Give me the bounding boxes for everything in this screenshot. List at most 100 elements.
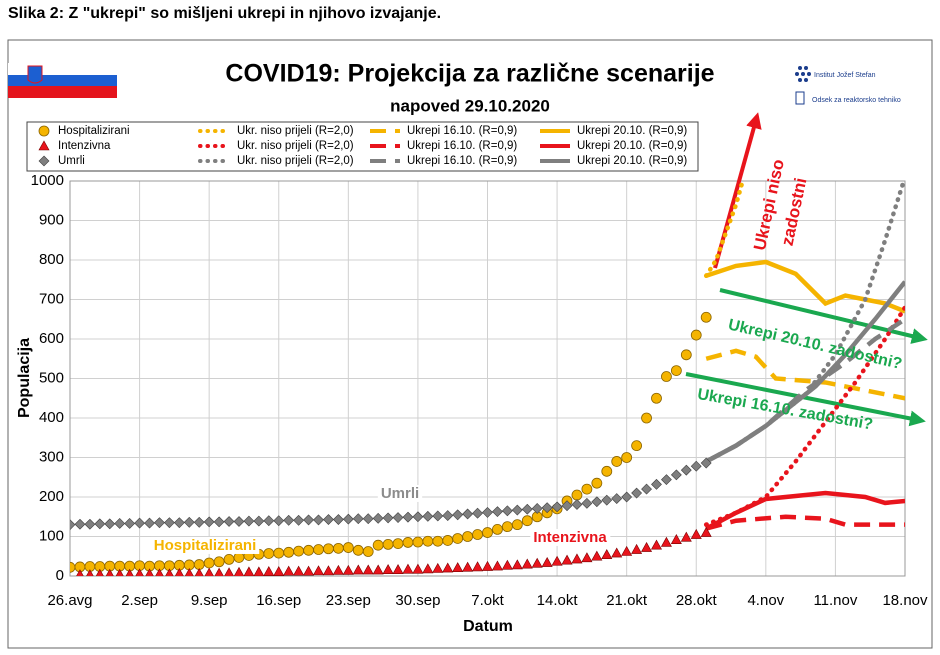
flag <box>8 63 117 98</box>
marker <box>263 548 275 559</box>
y-axis-title: Populacija <box>16 338 33 418</box>
y-tick-label: 1000 <box>31 172 64 189</box>
marker <box>273 566 285 576</box>
marker <box>621 491 633 503</box>
legend-label: Ukr. niso prijeli (R=2,0) <box>237 155 354 167</box>
marker <box>561 500 573 512</box>
x-tick-label: 18.nov <box>882 592 928 609</box>
marker <box>611 547 623 558</box>
marker <box>690 460 702 472</box>
marker <box>352 564 364 575</box>
x-tick-label: 7.okt <box>471 592 504 609</box>
marker <box>531 503 543 514</box>
projection-line <box>705 348 905 401</box>
marker <box>86 569 94 576</box>
annotation-bg <box>530 528 611 546</box>
y-tick-label: 200 <box>39 488 64 505</box>
marker <box>700 457 712 469</box>
marker <box>412 536 424 548</box>
marker <box>283 514 295 526</box>
marker <box>482 506 493 518</box>
marker <box>650 539 662 550</box>
marker <box>661 371 672 382</box>
marker <box>303 544 314 556</box>
marker <box>452 509 464 521</box>
annotation-bg <box>150 536 260 554</box>
x-tick-label: 30.sep <box>395 592 440 609</box>
annotation: Intenzivna <box>533 529 607 546</box>
marker <box>392 564 404 574</box>
marker <box>571 489 583 501</box>
y-tick-label: 600 <box>39 330 64 347</box>
legend-label: Ukrepi 20.10. (R=0,9) <box>577 155 687 167</box>
x-tick-label: 21.okt <box>606 592 648 609</box>
y-tick-label: 500 <box>39 369 64 386</box>
marker <box>322 565 334 576</box>
marker <box>70 561 76 573</box>
marker <box>402 537 414 548</box>
x-tick-label: 16.sep <box>256 592 301 609</box>
marker <box>293 545 305 557</box>
annotation: Ukrepi 20.10. zadostni? <box>727 316 904 373</box>
y-tick-label: 400 <box>39 409 64 426</box>
annotation-bg <box>377 484 423 502</box>
marker <box>551 555 563 566</box>
marker <box>571 553 583 564</box>
marker <box>501 559 513 570</box>
marker <box>165 568 174 576</box>
marker <box>74 518 86 530</box>
marker <box>342 542 354 553</box>
marker <box>145 568 154 576</box>
marker <box>680 349 692 361</box>
arrow <box>719 288 928 344</box>
marker <box>154 517 165 529</box>
marker <box>362 564 374 575</box>
chart-title: COVID19: Projekcija za različne scenarij… <box>225 60 714 88</box>
x-tick-label: 4.nov <box>747 592 784 609</box>
marker <box>621 545 633 556</box>
marker <box>452 533 464 544</box>
marker <box>492 506 503 518</box>
marker <box>641 412 652 424</box>
legend-label: Intenzivna <box>58 140 111 152</box>
marker <box>193 516 205 528</box>
x-tick-label: 2.sep <box>121 592 158 609</box>
x-tick-label: 26.avg <box>47 592 92 609</box>
marker <box>313 544 324 555</box>
marker <box>621 452 633 463</box>
marker <box>680 531 692 542</box>
marker <box>631 487 643 499</box>
marker <box>690 329 702 341</box>
marker <box>233 566 245 576</box>
institute-name: Institut Jožef Stefan <box>814 72 876 79</box>
marker <box>233 516 245 527</box>
marker <box>173 517 185 529</box>
marker <box>382 512 394 524</box>
legend-label: Umrli <box>58 155 85 167</box>
marker <box>273 547 285 559</box>
marker <box>422 535 434 547</box>
marker <box>183 516 195 528</box>
marker <box>651 478 662 490</box>
marker <box>323 543 334 555</box>
marker <box>204 567 214 576</box>
marker <box>402 511 414 523</box>
marker <box>491 560 503 571</box>
marker <box>253 515 265 527</box>
marker <box>293 565 305 576</box>
marker <box>511 504 523 516</box>
chart-frame <box>7 39 933 649</box>
marker <box>323 514 334 525</box>
marker <box>501 521 513 533</box>
x-tick-label: 9.sep <box>191 592 228 609</box>
marker <box>352 513 364 525</box>
legend-label: Ukrepi 16.10. (R=0,9) <box>407 155 517 167</box>
marker <box>303 565 315 576</box>
marker <box>511 559 523 570</box>
marker <box>135 568 144 576</box>
legend-swatch <box>38 140 50 151</box>
marker <box>114 518 126 529</box>
marker <box>184 568 194 576</box>
legend-label: Ukrepi 16.10. (R=0,9) <box>407 125 517 137</box>
